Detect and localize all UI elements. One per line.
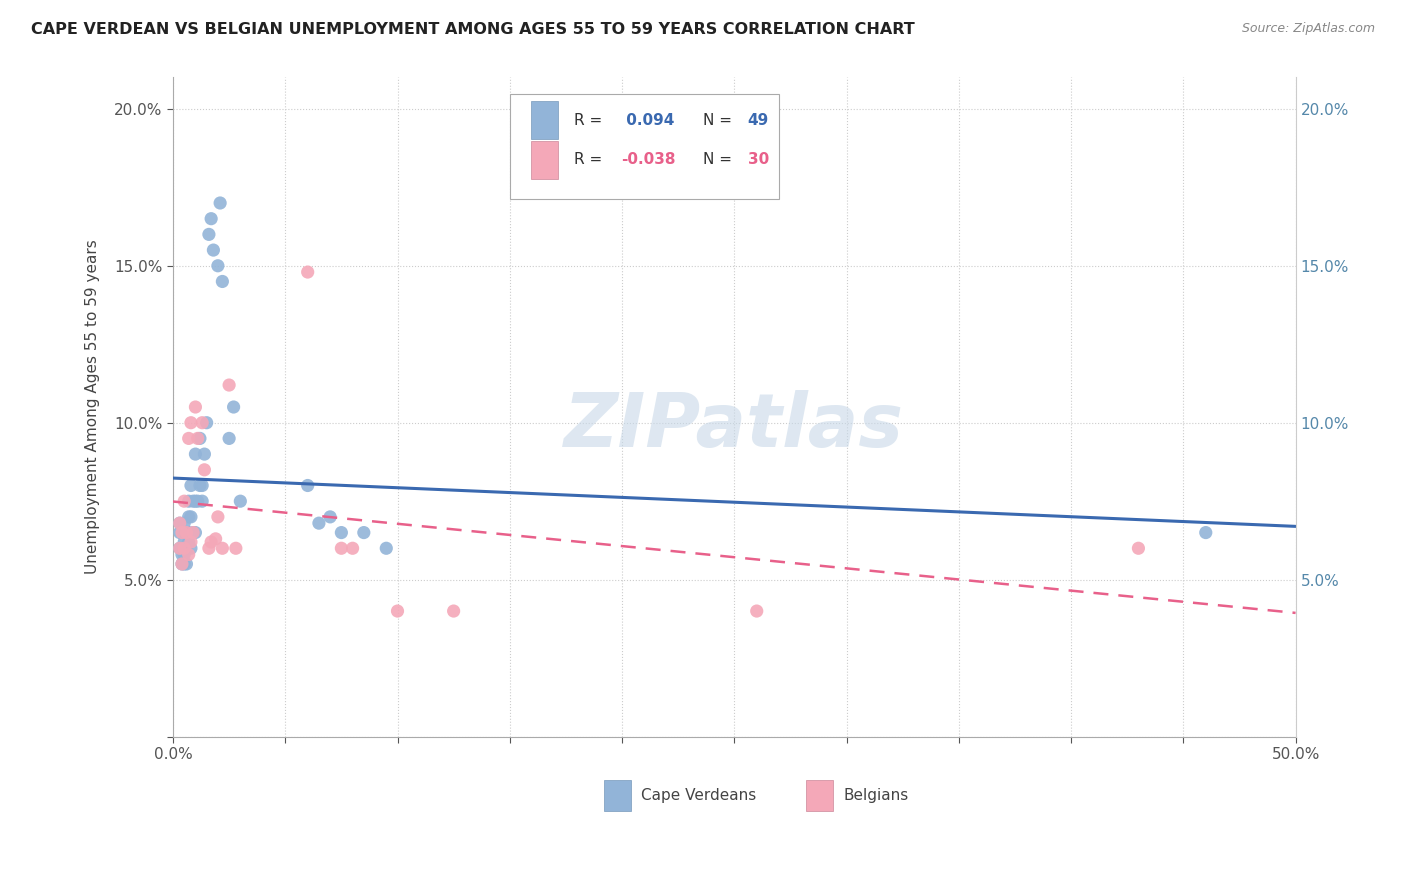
Text: -0.038: -0.038 [621,153,675,168]
Point [207,509,229,524]
Point [176,557,198,571]
Text: ZIPatlas: ZIPatlas [564,391,904,463]
Point [181,525,204,540]
Point [169,541,191,556]
Point [170,541,193,556]
Point [198,541,221,556]
Point [176,525,198,540]
Point [198,227,221,242]
Point [188,478,211,492]
Point [342,541,364,556]
Point [184,525,207,540]
Point [169,516,191,531]
Point [176,541,198,556]
Point [180,416,202,430]
Point [200,535,222,549]
Point [225,541,247,556]
FancyBboxPatch shape [531,102,558,139]
Point [218,378,240,392]
Text: Source: ZipAtlas.com: Source: ZipAtlas.com [1241,22,1375,36]
Point [202,243,225,257]
Point [330,541,353,556]
Point [353,525,375,540]
Point [173,548,195,562]
Point [177,548,200,562]
Point [229,494,252,508]
FancyBboxPatch shape [531,141,558,178]
Point [330,525,353,540]
Point [181,525,204,540]
Point [173,557,195,571]
Point [443,604,465,618]
Point [176,525,198,540]
Point [375,541,398,556]
Point [180,535,202,549]
Point [180,478,202,492]
Point [387,604,409,618]
Point [184,447,207,461]
Point [173,541,195,556]
Point [177,535,200,549]
Point [187,431,209,445]
Point [169,525,191,540]
Point [169,541,191,556]
Text: 30: 30 [748,153,769,168]
Text: Cape Verdeans: Cape Verdeans [641,789,756,804]
Point [187,494,209,508]
Point [200,211,222,226]
Point [177,525,200,540]
FancyBboxPatch shape [605,780,631,812]
Point [177,509,200,524]
Point [297,265,319,279]
Point [211,275,233,289]
Point [173,525,195,540]
Point [173,535,195,549]
Point [207,259,229,273]
Point [184,494,207,508]
Point [745,604,768,618]
Point [308,516,330,531]
Text: Belgians: Belgians [844,789,908,804]
Y-axis label: Unemployment Among Ages 55 to 59 years: Unemployment Among Ages 55 to 59 years [86,240,100,574]
Text: R =: R = [574,153,607,168]
Point [184,400,207,414]
Point [204,532,226,546]
Text: N =: N = [703,112,737,128]
Point [177,494,200,508]
Point [222,400,245,414]
Text: 0.094: 0.094 [621,112,675,128]
Text: 49: 49 [748,112,769,128]
Point [170,548,193,562]
Point [188,431,211,445]
Point [191,478,214,492]
FancyBboxPatch shape [806,780,834,812]
Point [173,516,195,531]
Point [195,416,218,430]
Point [297,478,319,492]
Point [170,557,193,571]
Point [1128,541,1150,556]
Text: N =: N = [703,153,737,168]
Point [191,416,214,430]
Point [169,516,191,531]
Text: R =: R = [574,112,607,128]
Point [173,494,195,508]
Point [209,196,232,211]
Point [193,463,215,477]
Point [191,494,214,508]
Point [170,525,193,540]
Point [181,494,204,508]
Point [319,509,342,524]
Point [180,541,202,556]
Point [177,431,200,445]
Point [193,447,215,461]
Point [180,509,202,524]
Point [170,557,193,571]
Text: CAPE VERDEAN VS BELGIAN UNEMPLOYMENT AMONG AGES 55 TO 59 YEARS CORRELATION CHART: CAPE VERDEAN VS BELGIAN UNEMPLOYMENT AMO… [31,22,915,37]
Point [211,541,233,556]
Point [218,431,240,445]
Point [1195,525,1218,540]
FancyBboxPatch shape [510,94,779,200]
